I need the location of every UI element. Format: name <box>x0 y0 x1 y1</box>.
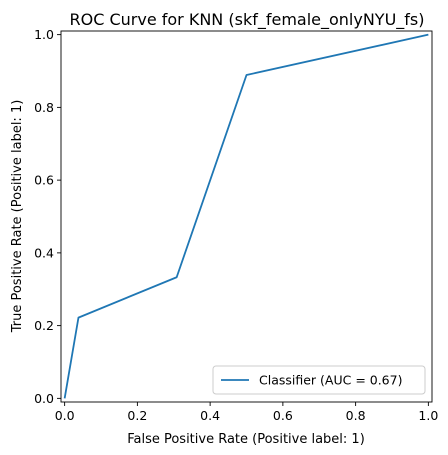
roc-curve-line <box>63 33 429 399</box>
y-axis-ticks: 0.0 0.2 0.4 0.6 0.8 1.0 <box>34 27 61 406</box>
y-tick-label: 0.0 <box>34 391 54 406</box>
x-tick-label: 0.8 <box>346 408 366 423</box>
x-tick-label: 0.2 <box>127 408 147 423</box>
y-tick-label: 0.8 <box>34 100 54 115</box>
plot-frame <box>60 30 433 403</box>
legend-label: Classifier (AUC = 0.67) <box>259 373 402 388</box>
x-tick-label: 1.0 <box>418 408 438 423</box>
x-tick-label: 0.0 <box>55 408 75 423</box>
legend: Classifier (AUC = 0.67) <box>212 365 426 395</box>
x-axis-label: False Positive Rate (Positive label: 1) <box>127 432 365 447</box>
chart-title: ROC Curve for KNN (skf_female_onlyNYU_fs… <box>70 10 425 30</box>
x-tick-label: 0.4 <box>200 408 220 423</box>
y-tick-label: 0.6 <box>34 173 54 188</box>
plot-area <box>61 31 432 402</box>
x-axis-ticks: 0.0 0.2 0.4 0.6 0.8 1.0 <box>55 402 438 423</box>
legend-box <box>212 365 426 395</box>
series-layer <box>63 33 429 399</box>
y-tick-label: 0.4 <box>34 245 54 260</box>
x-tick-label: 0.6 <box>273 408 293 423</box>
y-tick-label: 0.2 <box>34 318 54 333</box>
y-tick-label: 1.0 <box>34 27 54 42</box>
y-axis-label: True Positive Rate (Positive label: 1) <box>10 100 25 334</box>
